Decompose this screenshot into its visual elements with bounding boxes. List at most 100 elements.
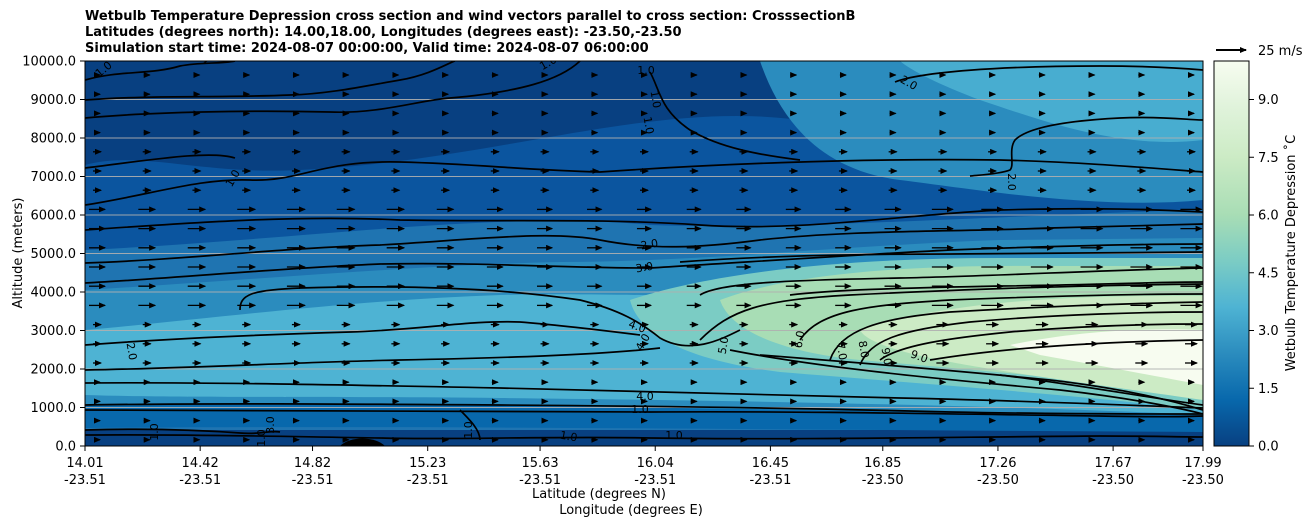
y-tick-label: 3000.0 xyxy=(31,324,77,339)
quiver-key-label: 25 m/s xyxy=(1258,44,1303,59)
contour-labels: 1.01.0 1.0 1.01.01.01.01.0 1.0 1.0 1.01.01.02… xyxy=(93,47,1018,447)
x-tick-label-lat: 16.04 xyxy=(637,456,674,471)
x-tick-label-lon: -23.50 xyxy=(977,473,1019,488)
y-tick-label: 1000.0 xyxy=(31,401,77,416)
x-tick-label-lon: -23.50 xyxy=(1182,473,1224,488)
x-tick-label-lat: 14.42 xyxy=(182,456,219,471)
contour-line xyxy=(85,207,1203,231)
contour-label: 1.0 xyxy=(559,429,578,445)
contour-line xyxy=(85,158,1203,206)
contour-label: 8.0 xyxy=(856,340,872,359)
x-axis-label-latitude: Latitude (degrees N) xyxy=(532,487,666,502)
contour-label: 1.0 xyxy=(641,116,657,135)
contour-line xyxy=(85,433,1203,440)
fill-white xyxy=(1010,329,1203,385)
contour-label: 9.0 xyxy=(879,347,895,366)
x-tick-label-lat: 14.82 xyxy=(294,456,331,471)
y-tick-label: 2000.0 xyxy=(31,363,77,378)
y-tick-label: 7000.0 xyxy=(31,170,77,185)
contour-line xyxy=(649,71,801,161)
colorbar-tick-label: 4.5 xyxy=(1258,266,1279,281)
x-tick-label-lon: -23.51 xyxy=(634,473,676,488)
contour-line xyxy=(799,293,1203,341)
contour-line xyxy=(85,402,1203,415)
x-tick-label-lon: -23.51 xyxy=(519,473,561,488)
x-axis-label-longitude: Longitude (degrees E) xyxy=(559,503,703,518)
contour-line xyxy=(459,409,481,441)
fill-upper-right-light xyxy=(900,61,1203,142)
y-tick-label: 6000.0 xyxy=(31,209,77,224)
title-line-1: Wetbulb Temperature Depression cross sec… xyxy=(85,9,856,24)
wind-vectors xyxy=(89,72,1203,443)
colorbar-tick-label: 7.5 xyxy=(1258,151,1279,166)
contour-label: 3.0 xyxy=(635,260,654,276)
contour-label: 1.0 xyxy=(148,423,161,441)
x-axis: 14.01 -23.51 14.42 -23.51 14.82 -23.51 15.23 -2… xyxy=(64,446,1224,488)
contour-line xyxy=(85,154,236,169)
contour-label: 2.0 xyxy=(124,342,140,361)
contour-label: 3.0 xyxy=(264,416,277,434)
y-axis: 0.0 1000.0 2000.0 3000.0 4000.0 5000.0 6000.0 7… xyxy=(22,55,85,455)
y-tick-label: 5000.0 xyxy=(31,247,77,262)
contour-line xyxy=(969,116,1203,177)
contour-label: 1.0 xyxy=(537,53,559,73)
contour-line xyxy=(85,61,236,81)
contour-line xyxy=(879,323,1203,361)
x-tick-label-lat: 17.26 xyxy=(979,456,1016,471)
contour-label: 1.0 xyxy=(631,403,649,416)
contour-line xyxy=(239,286,741,347)
contour-label: 9.0 xyxy=(909,348,930,366)
contour-line xyxy=(85,61,581,119)
x-tick-label-lat: 16.85 xyxy=(864,456,901,471)
terrain-bump xyxy=(340,438,385,446)
colorbar-tick-label: 6.0 xyxy=(1258,209,1279,224)
y-tick-label: 9000.0 xyxy=(31,93,77,108)
contour-line xyxy=(85,320,641,346)
x-tick-label-lat: 17.99 xyxy=(1184,456,1221,471)
y-tick-label: 10000.0 xyxy=(22,55,76,70)
title-line-2: Latitudes (degrees north): 14.00,18.00, … xyxy=(85,25,682,40)
contour-line xyxy=(894,65,1203,83)
chart-title: Wetbulb Temperature Depression cross sec… xyxy=(85,9,855,57)
x-tick-label-lon: -23.51 xyxy=(179,473,221,488)
contour-label: 1.0 xyxy=(255,429,268,447)
contour-line xyxy=(999,374,1203,406)
y-tick-label: 4000.0 xyxy=(31,286,77,301)
contour-line xyxy=(85,381,1203,409)
contour-line xyxy=(85,61,456,101)
contour-label: 1.0 xyxy=(462,421,475,439)
x-tick-label-lon: -23.50 xyxy=(862,473,904,488)
x-tick-label-lat: 14.01 xyxy=(66,456,103,471)
contour-label: 7.0 xyxy=(834,342,850,361)
quiver-key: 25 m/s xyxy=(1216,44,1303,59)
x-tick-label-lat: 16.45 xyxy=(752,456,789,471)
contour-label: 1.0 xyxy=(665,429,683,442)
contour-label: 2.0 xyxy=(640,237,659,253)
colorbar-label: Wetbulb Temperature Depression ˚C xyxy=(1283,135,1299,372)
contour-line xyxy=(859,311,1203,366)
contour-line xyxy=(929,339,1203,361)
x-tick-label-lat: 15.63 xyxy=(521,456,558,471)
y-tick-label: 0.0 xyxy=(55,440,76,455)
contour-label: 4.0 xyxy=(627,318,648,336)
title-line-3: Simulation start time: 2024-08-07 00:00:… xyxy=(85,41,649,56)
contour-line xyxy=(85,428,281,435)
contour-line xyxy=(699,267,1203,296)
x-tick-label-lon: -23.50 xyxy=(1092,473,1134,488)
colorbar-tick-label: 3.0 xyxy=(1258,324,1279,339)
colorbar: 0.0 1.5 3.0 4.5 6.0 7.5 9.0 xyxy=(1213,60,1279,455)
colorbar-tick-label: 1.5 xyxy=(1258,382,1279,397)
contour-label: 5.0 xyxy=(716,336,732,355)
x-tick-label-lon: -23.51 xyxy=(292,473,334,488)
colorbar-tick-label: 9.0 xyxy=(1258,93,1279,108)
contour-label: 1.0 xyxy=(197,47,219,67)
x-tick-label-lat: 15.23 xyxy=(409,456,446,471)
contour-label: 1.0 xyxy=(648,90,664,109)
x-tick-label-lat: 17.67 xyxy=(1095,456,1132,471)
contour-label: 2.0 xyxy=(1005,173,1018,191)
y-axis-label: Altitude (meters) xyxy=(11,198,26,309)
x-tick-label-lon: -23.51 xyxy=(64,473,106,488)
contour-line xyxy=(679,251,1203,263)
contour-label: 1.0 xyxy=(637,64,655,77)
